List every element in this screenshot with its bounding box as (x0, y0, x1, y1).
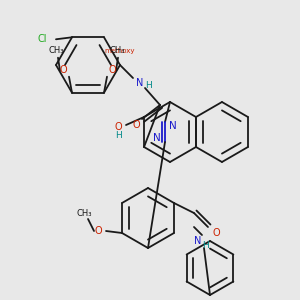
Text: O: O (212, 228, 220, 238)
Text: O: O (114, 122, 122, 132)
Text: N: N (136, 78, 144, 88)
Text: N: N (169, 121, 177, 131)
Text: CH₃: CH₃ (48, 46, 64, 55)
Text: methoxy: methoxy (105, 48, 135, 54)
Text: H: H (202, 241, 209, 250)
Text: O: O (94, 226, 102, 236)
Text: O: O (108, 65, 116, 75)
Text: CH₃: CH₃ (109, 46, 125, 55)
Text: H: H (115, 130, 122, 140)
Text: N: N (194, 236, 202, 246)
Text: O: O (59, 65, 67, 75)
Text: H: H (145, 82, 152, 91)
Text: N: N (153, 133, 161, 143)
Text: CH₃: CH₃ (76, 208, 92, 217)
Text: O: O (132, 120, 140, 130)
Text: Cl: Cl (37, 34, 47, 44)
